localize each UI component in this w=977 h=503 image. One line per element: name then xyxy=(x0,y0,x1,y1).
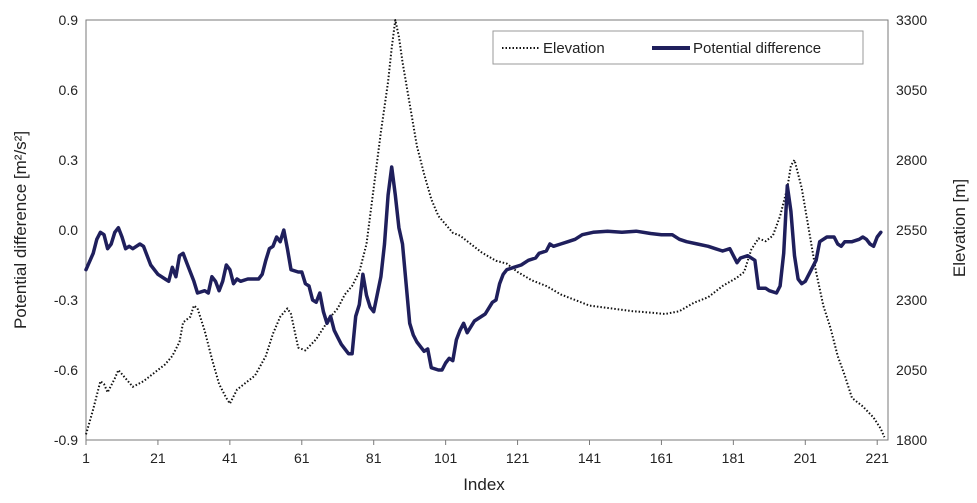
x-tick-label: 61 xyxy=(294,450,310,466)
y-right-tick-label: 3300 xyxy=(896,12,927,28)
plot-frame xyxy=(85,19,889,441)
x-tick-label: 161 xyxy=(650,450,674,466)
x-tick-label: 201 xyxy=(794,450,818,466)
y-left-tick-label: -0.6 xyxy=(54,362,78,378)
legend-potential-label: Potential difference xyxy=(693,40,821,57)
y-axis-right-title: Elevation [m] xyxy=(950,179,969,277)
potential-difference-line xyxy=(84,165,883,372)
y-right-tick-label: 2050 xyxy=(896,362,927,378)
y-right-tick-label: 2550 xyxy=(896,222,927,238)
y-right-tick-label: 1800 xyxy=(896,432,927,448)
x-tick-label: 21 xyxy=(150,450,166,466)
x-tick-label: 181 xyxy=(722,450,746,466)
elevation-line xyxy=(85,19,886,438)
y-right-tick-label: 3050 xyxy=(896,82,927,98)
y-right-tick-label: 2300 xyxy=(896,292,927,308)
legend: Elevation Potential difference xyxy=(492,30,864,65)
y-left-tick-label: -0.9 xyxy=(54,432,78,448)
x-tick-label: 41 xyxy=(222,450,238,466)
y-left-tick-label: 0.0 xyxy=(59,222,79,238)
legend-elevation-label: Elevation xyxy=(543,40,605,57)
y-axis-left-title: Potential difference [m²/s²] xyxy=(11,131,30,329)
y-left-tick-label: 0.6 xyxy=(59,82,79,98)
y-left-tick-label: 0.9 xyxy=(59,12,79,28)
y-left-tick-label: 0.3 xyxy=(59,152,79,168)
x-tick-label: 121 xyxy=(506,450,530,466)
y-right-tick-label: 2800 xyxy=(896,152,927,168)
x-tick-label: 141 xyxy=(578,450,602,466)
x-tick-label: 221 xyxy=(866,450,890,466)
x-tick-label: 81 xyxy=(366,450,382,466)
series-layer xyxy=(84,19,886,438)
x-axis-title: Index xyxy=(463,475,505,494)
x-tick-label: 1 xyxy=(82,450,90,466)
y-left-tick-label: -0.3 xyxy=(54,292,78,308)
x-tick-label: 101 xyxy=(434,450,458,466)
ticks-layer: 1 21 41 61 81 101 121 141 161 181 201 2210.90.60.30… xyxy=(54,12,927,466)
